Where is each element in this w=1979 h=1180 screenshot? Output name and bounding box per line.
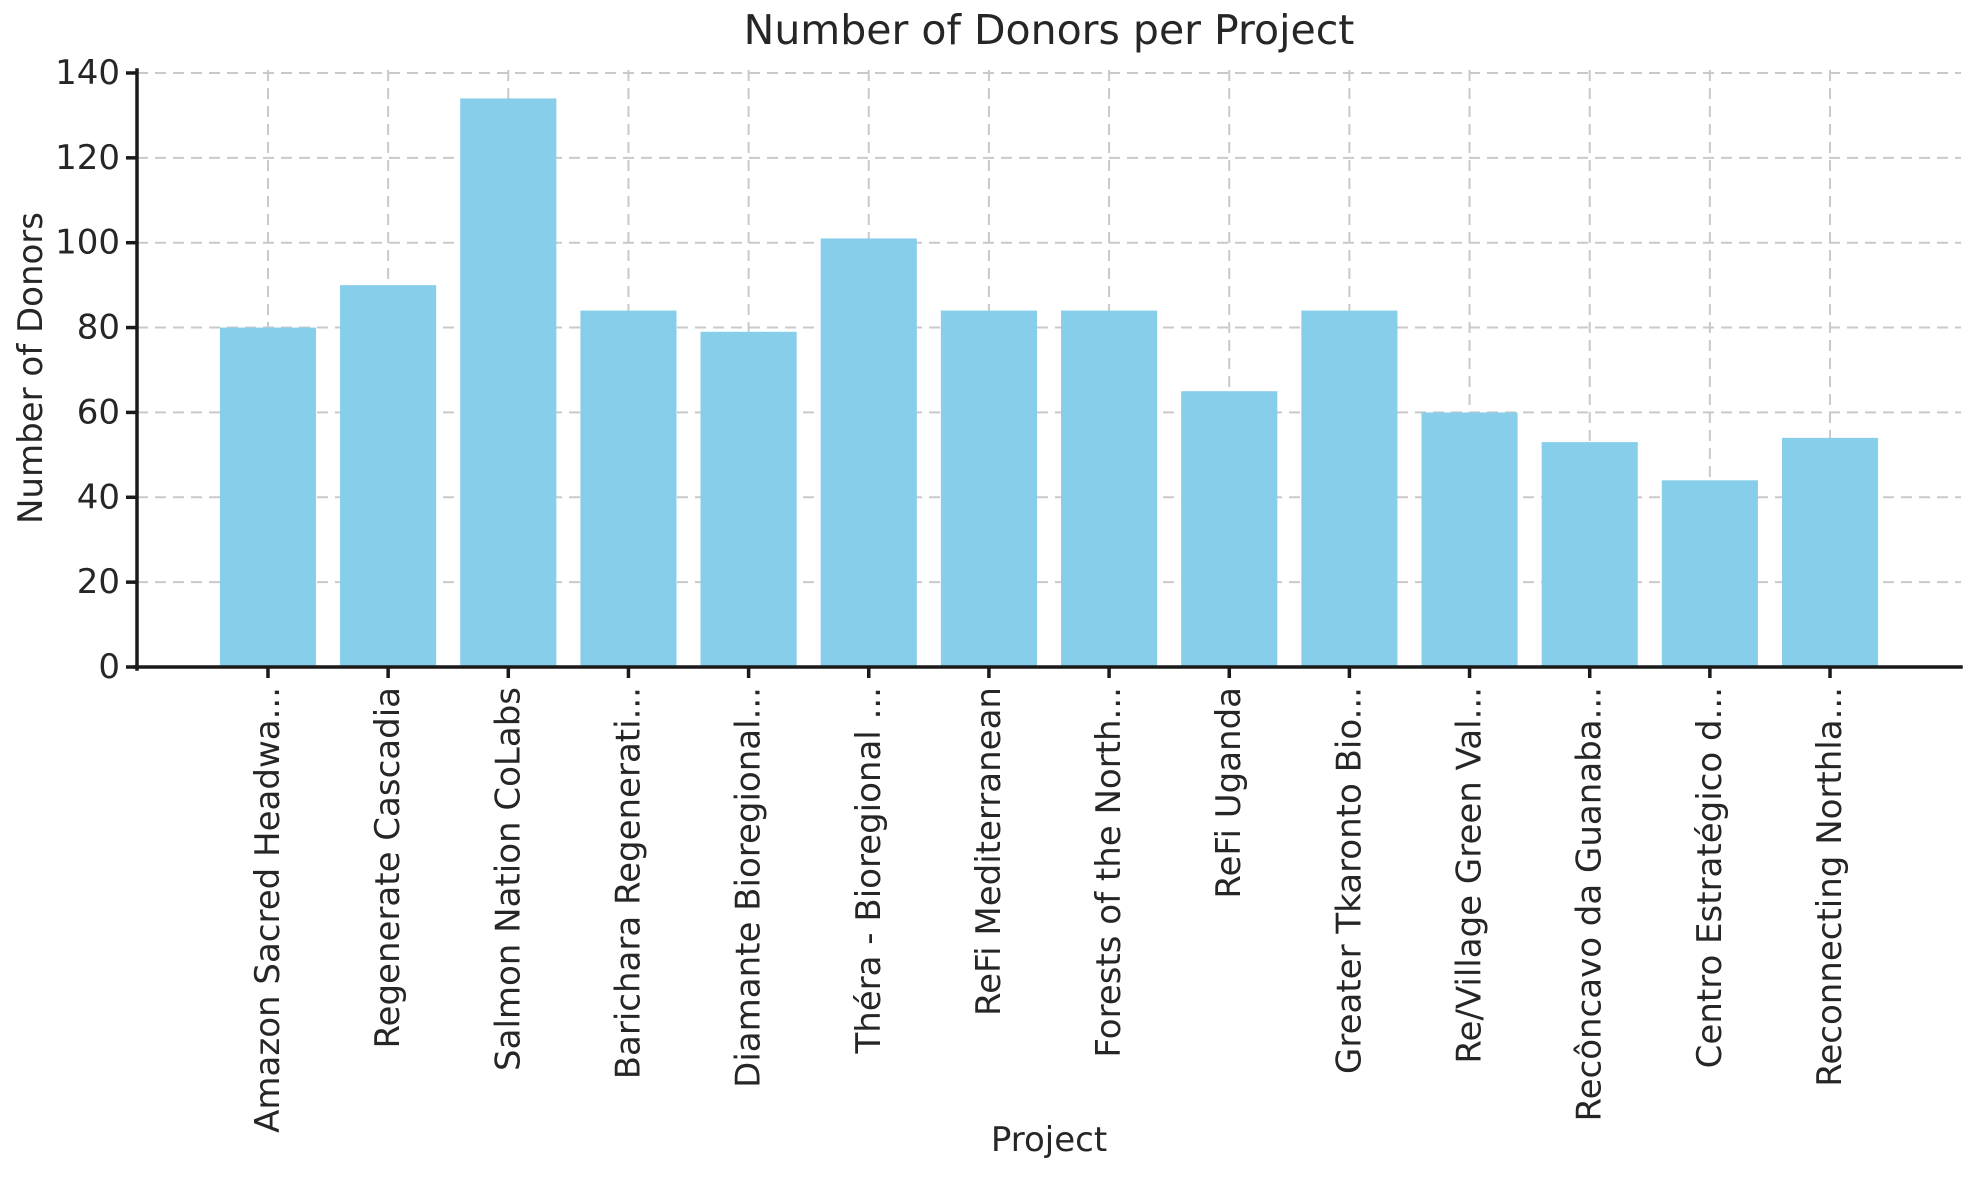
bar <box>1541 442 1638 667</box>
chart-title: Number of Donors per Project <box>744 6 1355 54</box>
y-tick-label: 0 <box>98 647 120 687</box>
bar <box>820 238 917 667</box>
x-tick-label: Re/Village Green Val... <box>1450 687 1490 1064</box>
x-tick-label: ReFi Mediterranean <box>969 687 1009 1016</box>
bar <box>1301 310 1398 667</box>
x-tick-label: Amazon Sacred Headwa... <box>248 687 288 1133</box>
bars-layer <box>219 98 1879 667</box>
bar <box>219 327 317 667</box>
y-tick-label: 140 <box>55 53 120 93</box>
x-tick-label: Greater Tkaronto Bio... <box>1329 687 1369 1074</box>
x-tick-label: Recôncavo da Guanaba... <box>1570 687 1610 1122</box>
y-axis-label: Number of Donors <box>11 212 51 524</box>
x-tick-label: Centro Estratégico d... <box>1690 687 1730 1068</box>
bar <box>700 331 797 667</box>
axes-layer <box>126 68 1963 678</box>
y-tick-label: 40 <box>77 477 120 517</box>
y-tick-label: 100 <box>55 223 120 263</box>
bar <box>1181 391 1278 667</box>
x-tick-label: ReFi Uganda <box>1209 687 1249 899</box>
bar <box>1781 437 1879 667</box>
x-tick-label: Regenerate Cascadia <box>368 687 408 1049</box>
bar <box>340 285 437 667</box>
bar <box>580 310 677 667</box>
bar <box>1061 310 1158 667</box>
bar <box>1661 480 1758 667</box>
bar <box>1421 412 1518 667</box>
tick-labels-layer: 0 20 40 60 80 100 120 140 Amazon Sacred Headwa..… <box>55 53 1850 1133</box>
y-tick-label: 80 <box>77 308 120 348</box>
x-axis-label: Project <box>991 1120 1107 1160</box>
y-tick-label: 120 <box>55 138 120 178</box>
x-tick-label: Théra - Bioregional ... <box>849 687 889 1055</box>
x-tick-label: Reconnecting Northla... <box>1810 687 1850 1087</box>
bar <box>460 98 557 667</box>
x-tick-label: Forests of the North... <box>1089 687 1129 1058</box>
bar <box>940 310 1037 667</box>
y-tick-label: 60 <box>77 392 120 432</box>
x-tick-label: Diamante Bioregional... <box>729 687 769 1088</box>
y-tick-label: 20 <box>77 562 120 602</box>
x-tick-label: Barichara Regenerati... <box>608 687 648 1079</box>
x-tick-label: Salmon Nation CoLabs <box>488 687 528 1071</box>
